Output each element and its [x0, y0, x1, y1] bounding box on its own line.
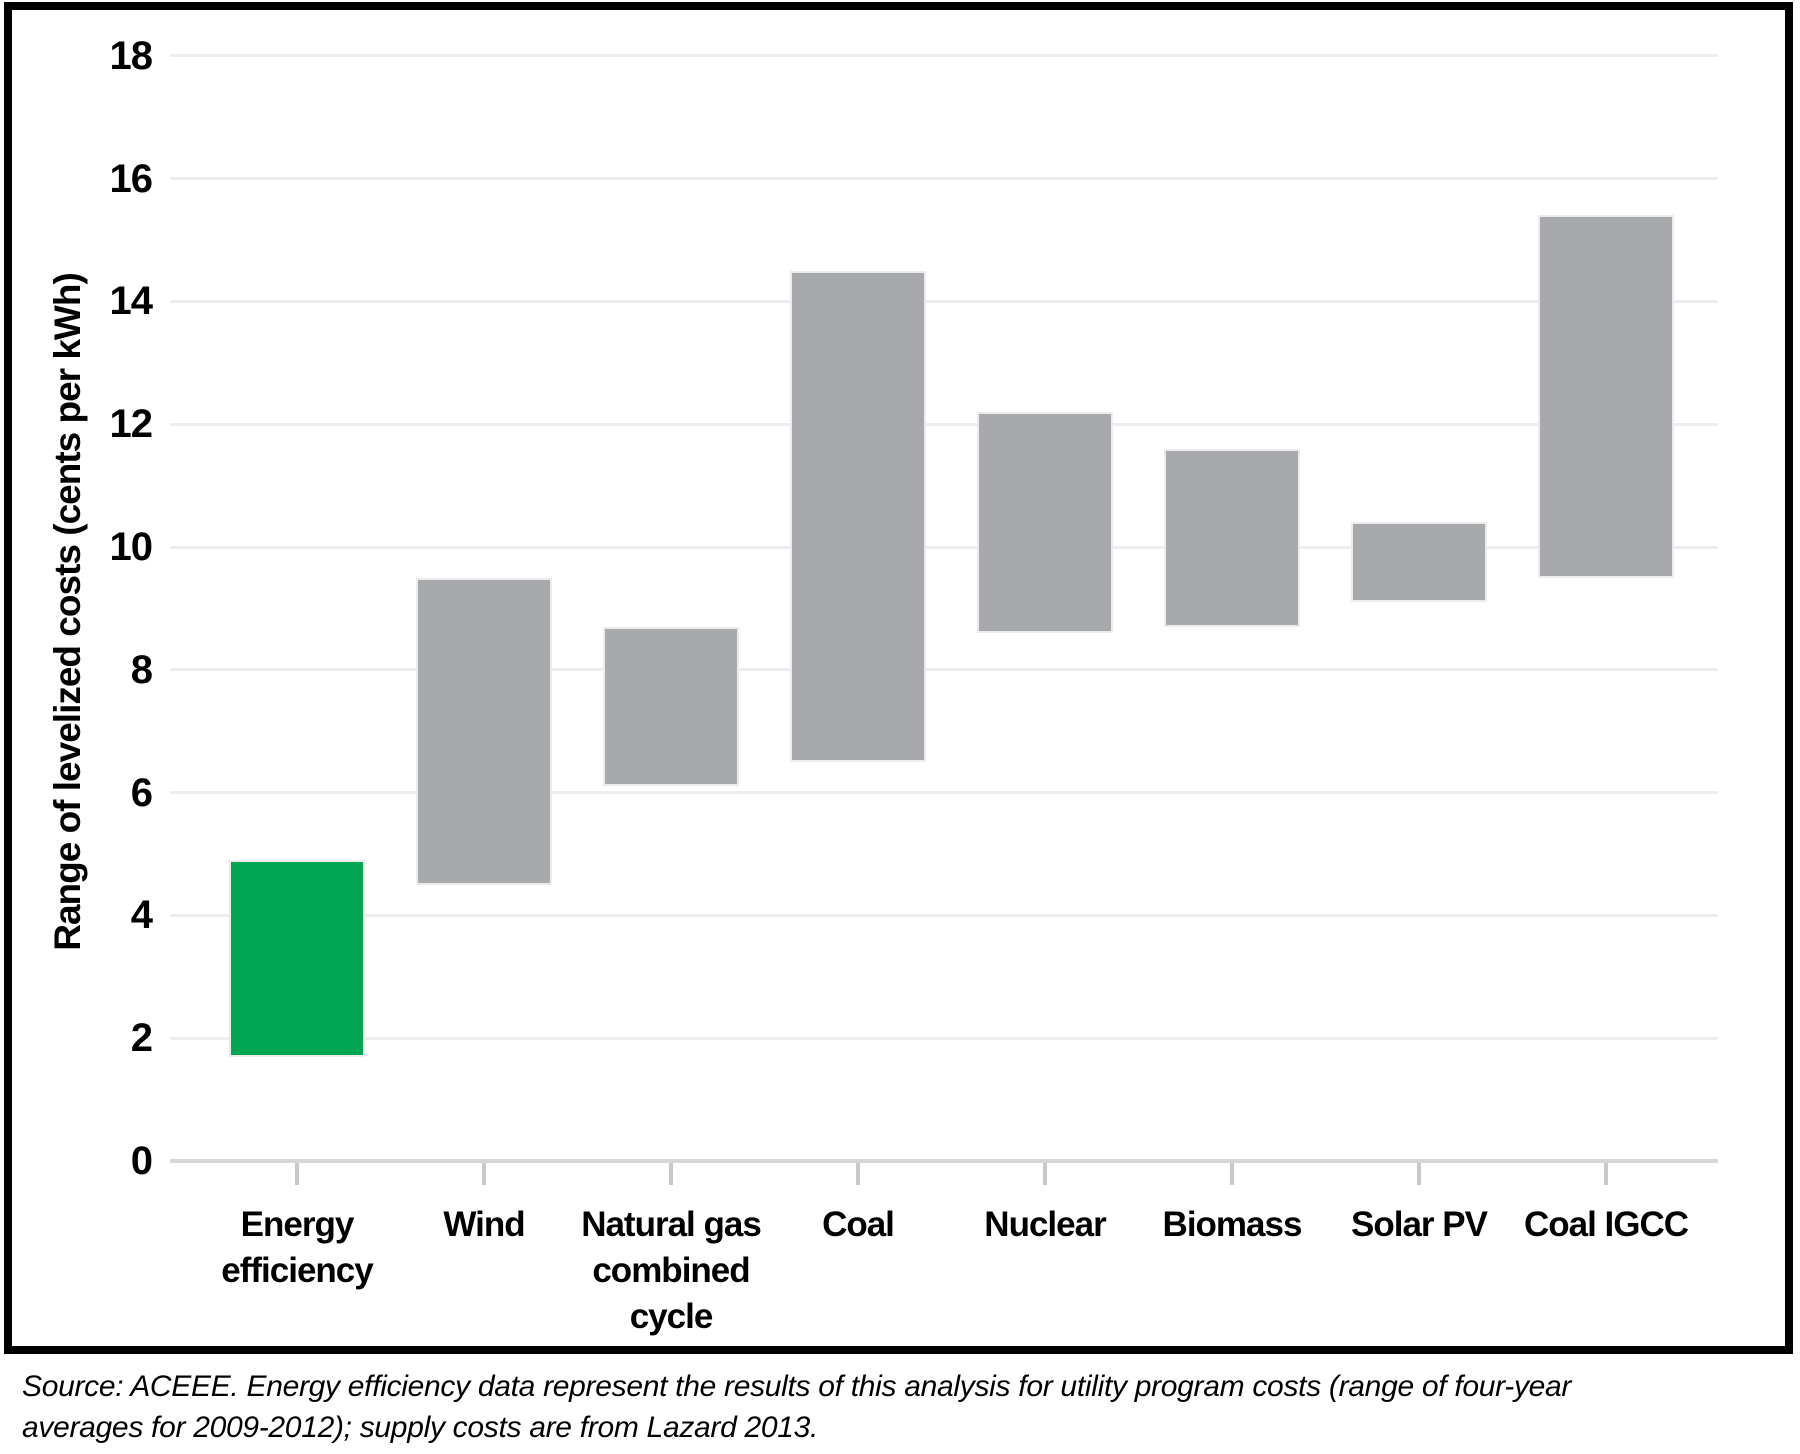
x-tick-mark-coal-igcc: [1604, 1163, 1608, 1185]
x-tick-label-wind: Wind: [443, 1205, 525, 1244]
x-tick-label-coal: Coal: [822, 1205, 895, 1244]
y-tick-label-2: 2: [130, 1016, 153, 1061]
x-tick-mark-energy-efficiency: [295, 1163, 299, 1185]
x-tick-label-coal-igcc: Coal IGCC: [1523, 1205, 1689, 1244]
x-tick-mark-biomass: [1230, 1163, 1234, 1185]
bar-nuclear: [977, 411, 1113, 633]
y-tick-label-10: 10: [109, 525, 154, 569]
x-tick-mark-nuclear: [1043, 1163, 1047, 1185]
bar-biomass: [1164, 448, 1300, 627]
bar-coal-igcc: [1538, 215, 1674, 578]
gridline-y6: [170, 791, 1718, 795]
gridline-y10: [170, 545, 1718, 549]
y-axis-title-text: Range of levelized costs (cents per kWh): [47, 273, 88, 951]
x-tick-label-natural-gas-combined-cycle: Natural gas combined cycle: [581, 1205, 762, 1336]
y-tick-label-16: 16: [109, 156, 154, 201]
gridline-y16: [170, 177, 1718, 181]
y-tick-label-6: 6: [130, 770, 153, 815]
gridline-y4: [170, 913, 1718, 917]
bar-coal: [790, 270, 926, 762]
source-note: Source: ACEEE. Energy efficiency data re…: [22, 1370, 1572, 1444]
y-tick-label-8: 8: [130, 647, 153, 692]
y-tick-label-14: 14: [109, 279, 154, 324]
gridline-y8: [170, 668, 1718, 672]
bar-solar-pv: [1351, 522, 1487, 603]
x-tick-mark-coal: [856, 1163, 860, 1185]
x-tick-mark-natural-gas-combined-cycle: [669, 1163, 673, 1185]
gridline-y18: [170, 54, 1718, 58]
x-tick-mark-wind: [482, 1163, 486, 1185]
y-tick-label-12: 12: [109, 402, 154, 447]
bar-energy-efficiency: [229, 860, 365, 1057]
gridline-y12: [170, 422, 1718, 426]
bar-natural-gas-combined-cycle: [603, 626, 739, 787]
gridline-y14: [170, 299, 1718, 303]
x-tick-label-nuclear: Nuclear: [984, 1205, 1106, 1244]
x-tick-label-biomass: Biomass: [1162, 1205, 1303, 1244]
x-tick-mark-solar-pv: [1417, 1163, 1421, 1185]
x-tick-label-energy-efficiency: Energy efficiency: [221, 1205, 373, 1290]
y-tick-label-0: 0: [130, 1139, 153, 1183]
x-tick-label-solar-pv: Solar PV: [1351, 1205, 1488, 1244]
y-tick-label-4: 4: [130, 893, 153, 938]
y-tick-label-18: 18: [109, 33, 154, 78]
bar-wind: [416, 577, 552, 885]
gridline-y2: [170, 1036, 1718, 1040]
x-axis-line: [170, 1159, 1718, 1163]
